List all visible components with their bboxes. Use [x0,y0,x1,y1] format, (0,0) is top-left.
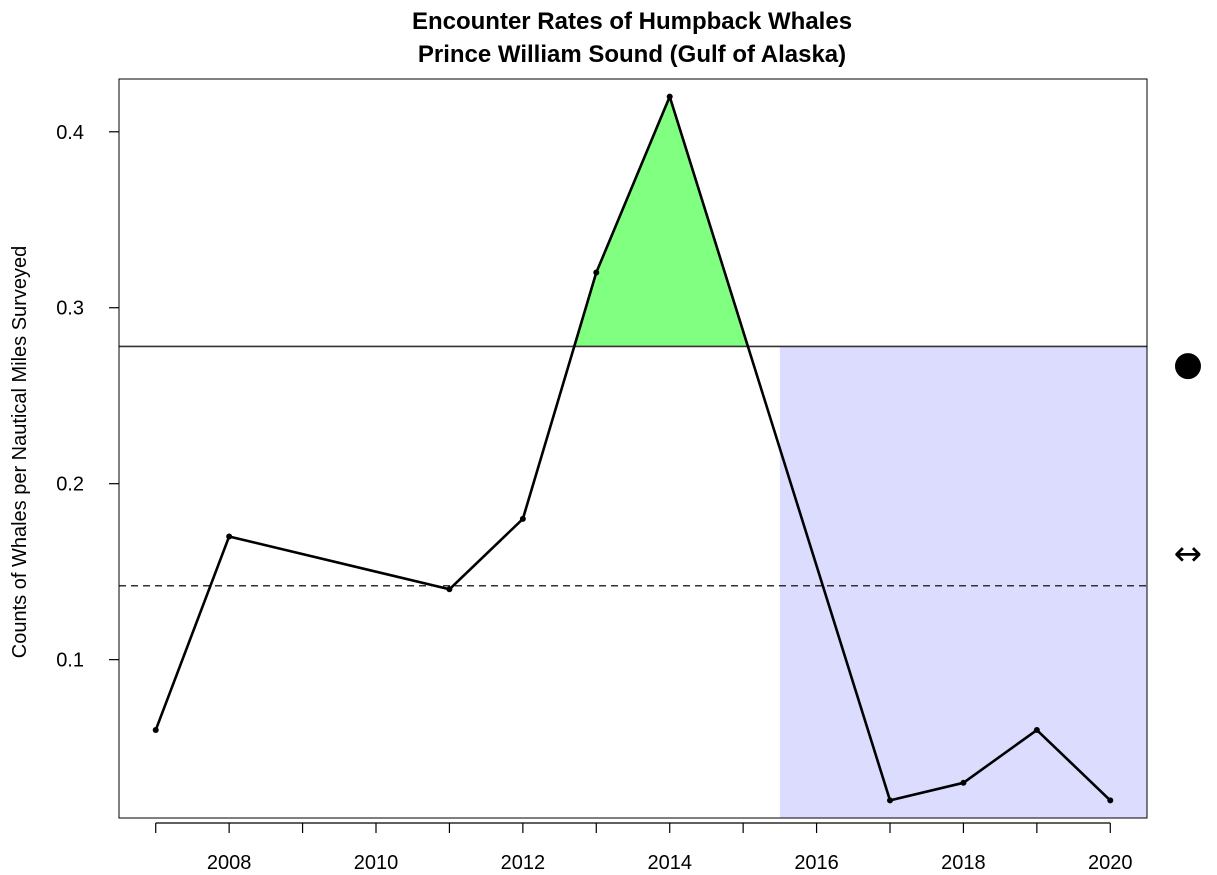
y-tick-label: 0.2 [56,474,84,496]
x-tick-label: 2016 [794,852,839,874]
data-point [226,533,232,539]
x-tick-label: 2018 [941,852,986,874]
chart-subtitle: Prince William Sound (Gulf of Alaska) [418,41,846,68]
x-tick-label: 2020 [1088,852,1133,874]
x-axis: 2008 2010 2012 2014 2016 2018 2020 [156,823,1133,874]
recent-period-shade [780,346,1147,818]
chart-title: Encounter Rates of Humpback Whales [412,8,852,35]
x-tick-label: 2012 [501,852,546,874]
y-tick-label: 0.4 [56,122,84,144]
x-tick-label: 2014 [647,852,692,874]
data-point [1034,727,1040,733]
data-point [593,270,599,276]
data-point [887,797,893,803]
data-point [520,516,526,522]
data-point [153,727,159,733]
y-axis: 0.1 0.2 0.3 0.4 [56,122,119,672]
data-point [446,586,452,592]
data-point [667,94,673,100]
y-tick-label: 0.3 [56,298,84,320]
data-point [960,780,966,786]
side-indicators: ●↔ [1173,344,1203,574]
y-axis-label: Counts of Whales per Nautical Miles Surv… [9,246,31,658]
left-right-arrow-icon: ↔ [1174,534,1203,574]
filled-circle-icon: ● [1173,344,1203,384]
x-tick-label: 2008 [207,852,252,874]
data-point [1107,797,1113,803]
y-tick-label: 0.1 [56,650,84,672]
above-upper-shade [574,97,748,347]
x-tick-label: 2010 [354,852,399,874]
